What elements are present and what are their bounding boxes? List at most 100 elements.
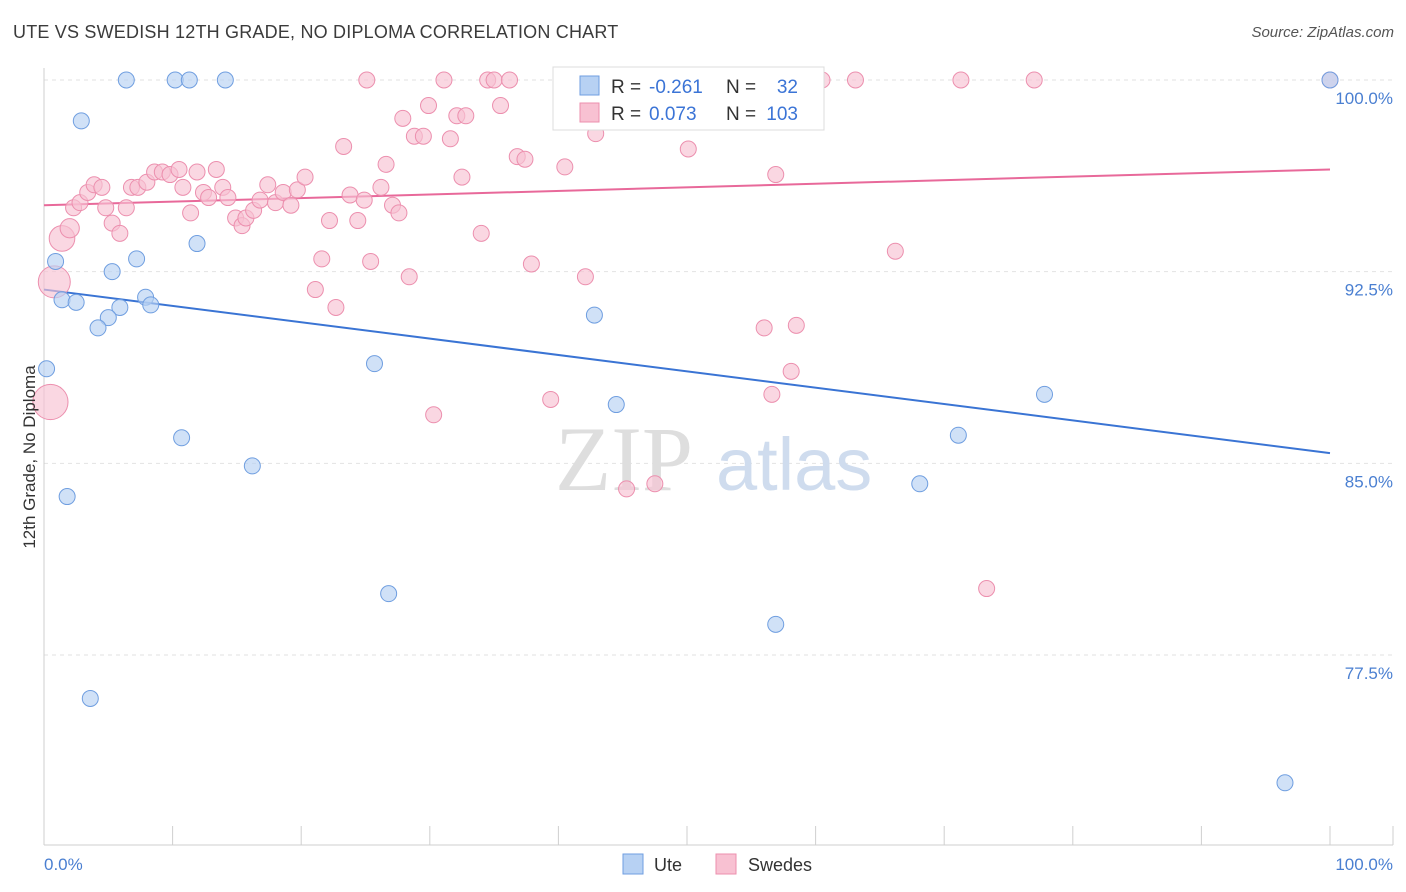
swedes-point	[492, 97, 510, 115]
bottom-legend-ute: Ute	[654, 855, 682, 875]
swedes-point	[767, 166, 785, 184]
swedes-point	[341, 186, 359, 204]
swedes-point	[576, 268, 594, 286]
ute-point	[38, 360, 56, 378]
swedes-point	[288, 181, 306, 199]
swedes-point	[782, 362, 800, 380]
y-tick-label: 77.5%	[1345, 664, 1393, 683]
swedes-point	[259, 176, 277, 194]
legend-swedes-r-label: R =	[611, 104, 641, 125]
legend-swatch-swedes	[579, 102, 600, 123]
swedes-point	[435, 71, 453, 89]
ute-point	[1321, 71, 1339, 89]
series-legend: Ute Swedes	[622, 853, 812, 875]
swedes-point	[394, 109, 412, 127]
ute-point	[173, 429, 191, 447]
swedes-point	[59, 218, 80, 239]
axes	[43, 68, 1393, 846]
ute-point	[243, 457, 261, 475]
swedes-point	[755, 319, 773, 337]
swedes-point	[355, 191, 373, 209]
swedes-point	[251, 191, 269, 209]
swedes-point	[296, 168, 314, 186]
swedes-point	[219, 189, 237, 207]
swedes-point	[846, 71, 864, 89]
swedes-point	[117, 199, 135, 217]
swedes-point	[472, 224, 490, 242]
x-tick-label: 0.0%	[44, 855, 83, 874]
swedes-point	[313, 250, 331, 268]
bottom-legend-swedes: Swedes	[748, 855, 812, 875]
gridlines	[44, 79, 1393, 656]
ute-point	[58, 488, 76, 506]
ute-point	[188, 235, 206, 253]
swedes-point	[320, 212, 338, 230]
swedes-point	[522, 255, 540, 273]
ute-point	[949, 426, 967, 444]
swedes-point	[97, 199, 115, 217]
y-tick-label: 85.0%	[1345, 472, 1393, 491]
swedes-point	[358, 71, 376, 89]
swedes-point	[349, 212, 367, 230]
swedes-point	[952, 71, 970, 89]
swedes-point	[377, 155, 395, 173]
swedes-point	[188, 163, 206, 181]
ute-point	[103, 263, 121, 281]
y-tick-label: 100.0%	[1335, 89, 1393, 108]
ute-point	[1276, 774, 1294, 792]
swedes-point	[182, 204, 200, 222]
swedes-point	[453, 168, 471, 186]
swedes-point	[282, 196, 300, 214]
swedes-point	[501, 71, 519, 89]
ute-point	[585, 306, 603, 324]
y-tick-labels: 100.0% 92.5% 85.0% 77.5%	[1335, 89, 1393, 683]
ute-point	[81, 689, 99, 707]
chart-title: UTE VS SWEDISH 12TH GRADE, NO DIPLOMA CO…	[13, 22, 619, 42]
swedes-point	[207, 160, 225, 178]
stats-legend: R = -0.261 N = 32 R = 0.073 N = 103	[552, 66, 825, 131]
swedes-point	[1025, 71, 1043, 89]
swedes-point	[174, 178, 192, 196]
swedes-point	[886, 242, 904, 260]
swedes-point	[763, 385, 781, 403]
swedes-point	[111, 224, 129, 242]
swedes-point	[420, 97, 438, 115]
x-tick-labels: 0.0% 100.0%	[43, 826, 1394, 874]
swedes-point	[542, 390, 560, 408]
swedes-point	[200, 189, 218, 207]
ute-point	[607, 396, 625, 414]
y-tick-label: 92.5%	[1345, 281, 1393, 300]
swedes-point	[372, 178, 390, 196]
ute-point	[216, 71, 234, 89]
swedes-point	[306, 281, 324, 299]
ute-point	[47, 252, 65, 270]
swedes-trendline	[43, 168, 1331, 207]
swedes-point	[400, 268, 418, 286]
ute-point	[1036, 385, 1054, 403]
ute-point	[142, 296, 160, 314]
legend-swedes-r-value: 0.073	[649, 104, 697, 125]
swedes-point	[414, 127, 432, 145]
ute-point	[366, 355, 384, 373]
watermark-atlas: atlas	[716, 423, 872, 506]
ute-point	[53, 291, 71, 309]
ute-trendline	[43, 288, 1331, 455]
ute-point	[72, 112, 90, 130]
ute-point	[767, 615, 785, 633]
swedes-point	[390, 204, 408, 222]
swedes-point	[556, 158, 574, 176]
swedes-point	[335, 137, 353, 155]
legend-ute-n-value: 32	[777, 77, 798, 98]
ute-point	[99, 309, 117, 327]
swedes-point	[170, 160, 188, 178]
swedes-point	[362, 252, 380, 270]
legend-ute-r-value: -0.261	[649, 77, 703, 98]
legend-ute-r-label: R =	[611, 77, 641, 98]
ute-point	[111, 298, 129, 316]
swedes-point	[646, 475, 664, 493]
swedes-point	[618, 480, 636, 498]
ute-point	[180, 71, 198, 89]
swedes-point	[425, 406, 443, 424]
swedes-point	[93, 178, 111, 196]
swedes-point	[516, 150, 534, 168]
